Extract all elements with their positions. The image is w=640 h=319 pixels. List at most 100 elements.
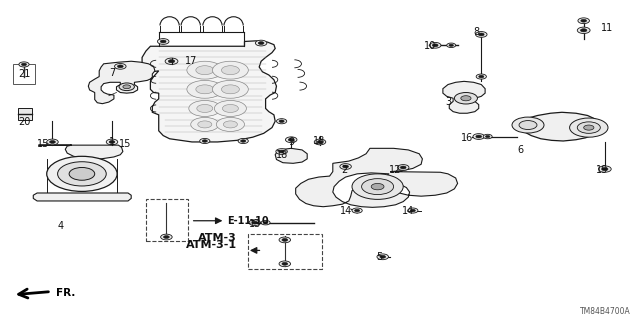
Circle shape [200, 138, 210, 144]
Polygon shape [38, 145, 123, 159]
Text: 14: 14 [340, 206, 353, 216]
Bar [146, 199, 188, 241]
Text: TM84B4700A: TM84B4700A [580, 307, 630, 316]
Polygon shape [142, 41, 276, 142]
Circle shape [476, 74, 486, 79]
Circle shape [22, 63, 27, 66]
Bar [18, 108, 32, 120]
Text: FR.: FR. [56, 288, 76, 298]
Circle shape [314, 139, 326, 145]
Circle shape [50, 140, 56, 143]
Circle shape [580, 29, 587, 32]
Circle shape [196, 85, 214, 94]
Circle shape [191, 117, 219, 131]
Text: 13: 13 [248, 219, 261, 229]
Text: 15: 15 [37, 139, 50, 149]
Circle shape [343, 165, 349, 168]
Circle shape [279, 237, 291, 243]
Circle shape [317, 140, 323, 143]
Circle shape [429, 42, 441, 48]
Circle shape [401, 166, 406, 169]
Circle shape [377, 254, 388, 260]
Circle shape [119, 83, 134, 91]
Circle shape [198, 121, 212, 128]
Circle shape [197, 104, 212, 113]
Circle shape [196, 66, 214, 75]
Circle shape [598, 166, 611, 172]
Circle shape [216, 117, 244, 131]
Circle shape [362, 179, 394, 195]
Circle shape [165, 58, 178, 64]
Circle shape [355, 209, 360, 212]
Text: 8: 8 [474, 27, 480, 37]
Text: ATM-3-1: ATM-3-1 [186, 240, 237, 250]
Polygon shape [296, 148, 458, 207]
Circle shape [483, 134, 492, 139]
Circle shape [69, 167, 95, 180]
Circle shape [276, 119, 287, 124]
Circle shape [157, 39, 169, 44]
Circle shape [584, 125, 594, 130]
Circle shape [352, 174, 403, 199]
Polygon shape [517, 112, 600, 141]
Circle shape [263, 221, 268, 224]
Circle shape [238, 138, 248, 144]
Text: 7: 7 [109, 68, 115, 78]
Circle shape [255, 40, 267, 46]
Circle shape [212, 80, 248, 98]
Polygon shape [33, 193, 131, 201]
Circle shape [581, 19, 587, 22]
Circle shape [288, 138, 294, 141]
Circle shape [241, 140, 246, 142]
Circle shape [261, 220, 270, 225]
Text: ATM-3: ATM-3 [198, 233, 237, 243]
Circle shape [214, 100, 246, 116]
Text: 14: 14 [402, 206, 415, 216]
Circle shape [106, 139, 118, 145]
Circle shape [259, 42, 264, 44]
Circle shape [282, 262, 288, 265]
Circle shape [279, 150, 285, 153]
Circle shape [447, 43, 456, 48]
Circle shape [577, 27, 590, 33]
Circle shape [371, 183, 384, 190]
Circle shape [479, 75, 484, 78]
Circle shape [164, 235, 169, 239]
Text: 17: 17 [184, 56, 197, 66]
Polygon shape [275, 148, 307, 163]
Circle shape [519, 121, 537, 130]
Circle shape [476, 135, 482, 138]
Circle shape [249, 220, 260, 226]
Circle shape [570, 118, 608, 137]
Circle shape [109, 140, 115, 143]
Circle shape [461, 96, 471, 101]
Text: 10: 10 [424, 41, 436, 51]
Text: 3: 3 [445, 97, 451, 107]
Circle shape [279, 120, 284, 122]
Circle shape [252, 221, 258, 224]
Circle shape [221, 66, 239, 75]
Circle shape [380, 255, 385, 258]
Circle shape [454, 93, 477, 104]
Circle shape [473, 134, 484, 139]
Circle shape [276, 149, 287, 154]
Circle shape [408, 208, 418, 213]
Circle shape [352, 208, 362, 213]
Text: 1: 1 [109, 137, 115, 147]
Text: 18: 18 [313, 136, 326, 146]
Circle shape [449, 44, 453, 46]
Circle shape [19, 62, 29, 67]
Text: E-11-10: E-11-10 [227, 216, 269, 226]
Bar [13, 64, 35, 84]
Circle shape [168, 60, 175, 63]
Circle shape [223, 104, 238, 113]
Circle shape [340, 164, 351, 169]
Text: 12: 12 [388, 165, 401, 175]
Polygon shape [443, 81, 485, 113]
Circle shape [58, 162, 106, 186]
Circle shape [123, 85, 131, 89]
Circle shape [118, 65, 123, 68]
Polygon shape [88, 61, 155, 104]
Circle shape [397, 165, 409, 170]
Text: 21: 21 [18, 69, 31, 79]
